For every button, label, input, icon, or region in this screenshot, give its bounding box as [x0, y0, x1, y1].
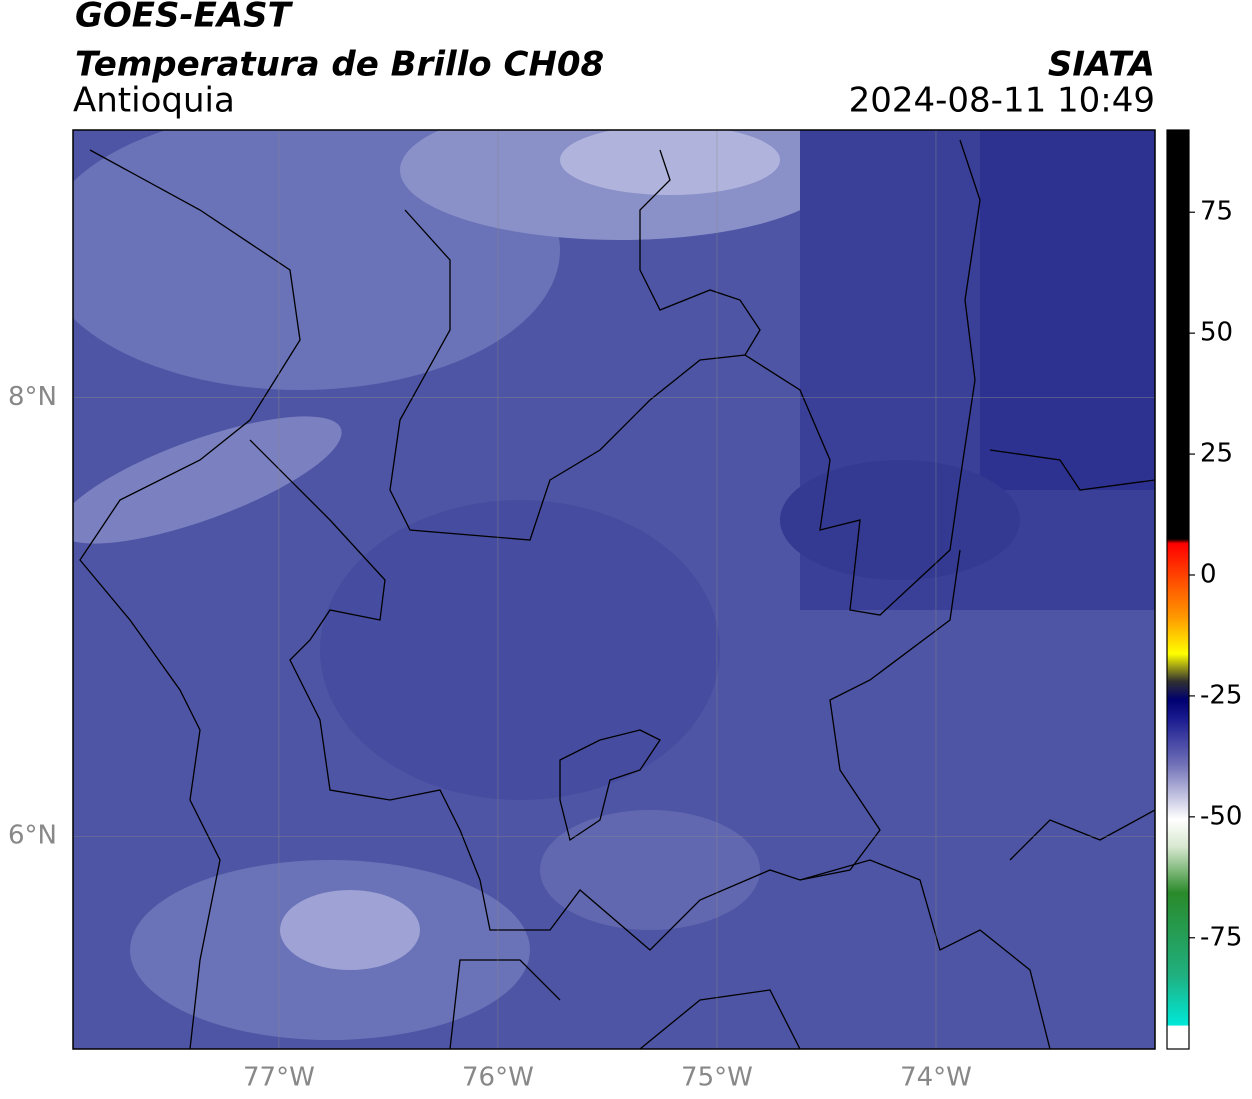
colorbar	[1166, 129, 1190, 1050]
colorbar-tick-label: 0	[1200, 559, 1217, 589]
y-tick-label: 8°N	[8, 382, 57, 412]
colorbar-tick-label: 25	[1200, 439, 1233, 469]
title: GOES-EAST	[75, 0, 294, 36]
colorbar-tick-label: 50	[1200, 318, 1233, 348]
satellite-image	[73, 130, 1155, 1049]
map-frame	[72, 129, 1156, 1050]
colorbar-tick-label: 75	[1200, 197, 1233, 227]
graticule	[73, 130, 1155, 1049]
subtitle: Temperatura de Brillo CH08	[75, 45, 604, 85]
x-tick-label: 75°W	[681, 1063, 753, 1093]
x-tick-label: 77°W	[243, 1063, 315, 1093]
y-tick-label: 6°N	[8, 821, 57, 851]
colorbar-tick-label: -25	[1200, 680, 1242, 710]
timestamp: 2024-08-11 10:49	[849, 81, 1155, 121]
x-tick-label: 74°W	[900, 1063, 972, 1093]
colorbar-tick-label: -75	[1200, 922, 1242, 952]
x-tick-label: 76°W	[462, 1063, 534, 1093]
source: SIATA	[1048, 45, 1155, 85]
region: Antioquia	[73, 81, 235, 121]
colorbar-tick-label: -50	[1200, 801, 1242, 831]
